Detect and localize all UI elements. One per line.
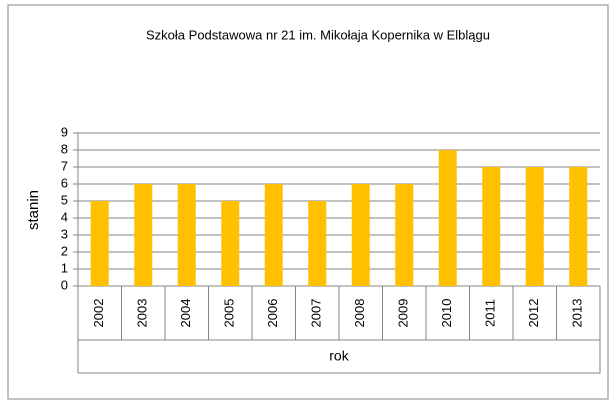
bar: [134, 184, 153, 286]
y-tick-label: 7: [61, 158, 68, 173]
x-tick-label: 2010: [439, 299, 454, 328]
x-tick-label: 2013: [570, 299, 585, 328]
y-tick-label: 2: [61, 243, 68, 258]
x-tick-label: 2003: [135, 299, 150, 328]
x-tick-label: 2007: [309, 299, 324, 328]
y-tick-label: 6: [61, 175, 68, 190]
bar: [482, 167, 501, 286]
x-tick-label: 2004: [178, 299, 193, 328]
bar: [438, 150, 457, 286]
bar: [395, 184, 414, 286]
x-axis-label: rok: [329, 348, 349, 364]
bar: [177, 184, 196, 286]
y-tick-label: 8: [61, 141, 68, 156]
x-tick-label: 2009: [396, 299, 411, 328]
x-tick-label: 2002: [91, 299, 106, 328]
bar: [221, 201, 240, 286]
bar: [90, 201, 109, 286]
x-tick-label: 2012: [526, 299, 541, 328]
y-tick-label: 1: [61, 260, 68, 275]
bar: [351, 184, 370, 286]
y-tick-label: 5: [61, 192, 68, 207]
y-axis-label: stanin: [25, 190, 42, 230]
bar: [525, 167, 544, 286]
x-tick-label: 2005: [222, 299, 237, 328]
x-tick-label: 2006: [265, 299, 280, 328]
chart-title: Szkoła Podstawowa nr 21 im. Mikołaja Kop…: [146, 27, 490, 42]
x-tick-label: 2011: [483, 299, 498, 327]
bar: [569, 167, 588, 286]
bar: [264, 184, 283, 286]
y-tick-label: 4: [61, 209, 68, 224]
y-tick-label: 3: [61, 226, 68, 241]
x-tick-label: 2008: [352, 299, 367, 328]
bar: [308, 201, 327, 286]
y-tick-label: 9: [61, 124, 68, 139]
y-tick-label: 0: [61, 277, 68, 292]
